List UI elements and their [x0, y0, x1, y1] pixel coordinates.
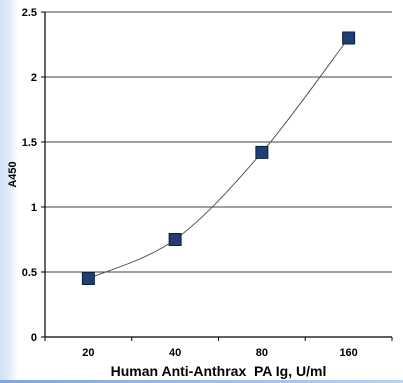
x-tick-label: 160: [339, 347, 357, 359]
y-tick-label: 0.5: [22, 267, 37, 279]
bottom-gradient-band: [0, 380, 403, 383]
x-tick-label: 80: [256, 347, 268, 359]
y-axis-title: A450: [7, 161, 19, 187]
data-markers: [81, 31, 356, 285]
y-tick-labels: 0 0.5 1 1.5 2 2.5: [22, 7, 37, 344]
y-tick-label: 2.5: [22, 7, 37, 19]
y-tick-label: 1.5: [22, 137, 37, 149]
series-curve: [88, 37, 350, 279]
x-axis-title: Human Anti-Anthrax PA Ig, U/ml: [111, 363, 327, 379]
x-tick-label: 40: [169, 347, 181, 359]
data-point-marker: [342, 31, 356, 45]
x-tick-labels: 20 40 80 160: [44, 337, 393, 359]
data-point-marker: [255, 145, 269, 159]
axes: [44, 12, 392, 338]
y-tick-label: 1: [31, 202, 37, 214]
data-point-marker: [168, 233, 182, 246]
y-tick-label: 0: [31, 332, 37, 344]
data-point-marker: [81, 272, 95, 285]
x-tick-label: 20: [82, 347, 94, 359]
left-gradient-band: [0, 0, 18, 383]
gridlines: [41, 11, 392, 338]
y-tick-label: 2: [31, 72, 37, 84]
